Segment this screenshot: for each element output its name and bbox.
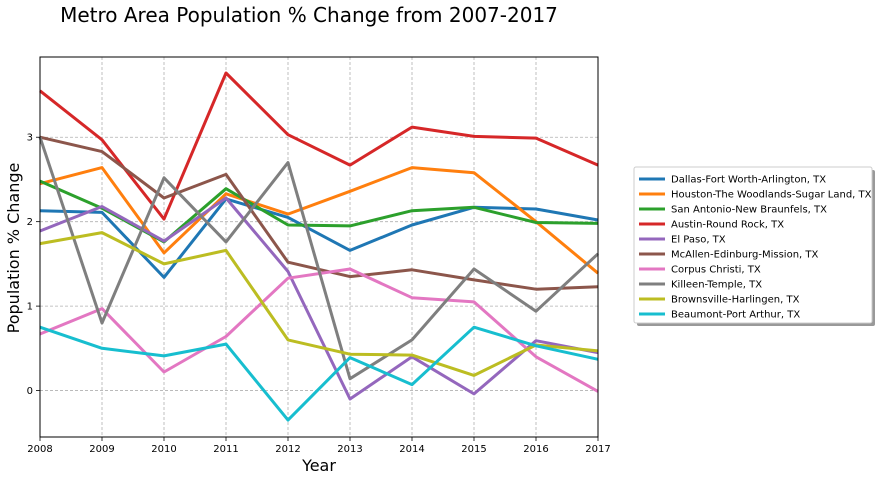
x-tick-label: 2017 (585, 444, 610, 455)
y-tick-label: 3 (27, 133, 33, 144)
x-tick-label: 2015 (461, 444, 486, 455)
series-line-0 (39, 197, 599, 279)
axis-ticks: 2008 2009 2010 2011 2012 2013 2014 2015 2016 2017… (27, 133, 611, 455)
series-lines (38, 71, 600, 422)
x-tick-label: 2016 (523, 444, 548, 455)
y-tick-label: 1 (27, 302, 33, 313)
series-line-4 (39, 196, 599, 401)
x-tick-label: 2012 (275, 444, 300, 455)
legend-label: Beaumont-Port Arthur, TX (671, 310, 800, 321)
legend-label: McAllen-Edinburg-Mission, TX (671, 250, 819, 261)
chart-title: Metro Area Population % Change from 2007… (60, 3, 558, 27)
y-tick-label: 0 (27, 386, 33, 397)
series-line-7 (38, 136, 600, 381)
legend-label: Brownsville-Harlingen, TX (671, 295, 800, 306)
x-tick-label: 2008 (27, 444, 52, 455)
legend-label: Austin-Round Rock, TX (671, 220, 784, 231)
x-tick-label: 2013 (337, 444, 362, 455)
series-line-8 (39, 231, 599, 377)
x-tick-label: 2010 (151, 444, 176, 455)
series-line-9 (39, 325, 599, 422)
legend-label: El Paso, TX (671, 235, 726, 246)
legend-label: Corpus Christi, TX (671, 265, 761, 276)
legend-box (633, 166, 873, 324)
legend-label: Killeen-Temple, TX (671, 280, 762, 291)
legend-label: Houston-The Woodlands-Sugar Land, TX (671, 190, 872, 201)
series-line-1 (39, 166, 599, 275)
y-axis-label: Population % Change (4, 163, 23, 334)
grid-layer (39, 57, 599, 437)
legend-label: San Antonio-New Braunfels, TX (671, 205, 827, 216)
x-axis-label: Year (301, 456, 336, 475)
legend: Dallas-Fort Worth-Arlington, TX Houston-T… (633, 166, 875, 326)
x-tick-label: 2014 (399, 444, 424, 455)
y-tick-label: 2 (27, 217, 33, 228)
x-tick-label: 2009 (89, 444, 114, 455)
plot-frame (39, 56, 599, 438)
x-tick-label: 2011 (213, 444, 238, 455)
series-line-3 (39, 71, 599, 221)
legend-label: Dallas-Fort Worth-Arlington, TX (671, 175, 826, 186)
